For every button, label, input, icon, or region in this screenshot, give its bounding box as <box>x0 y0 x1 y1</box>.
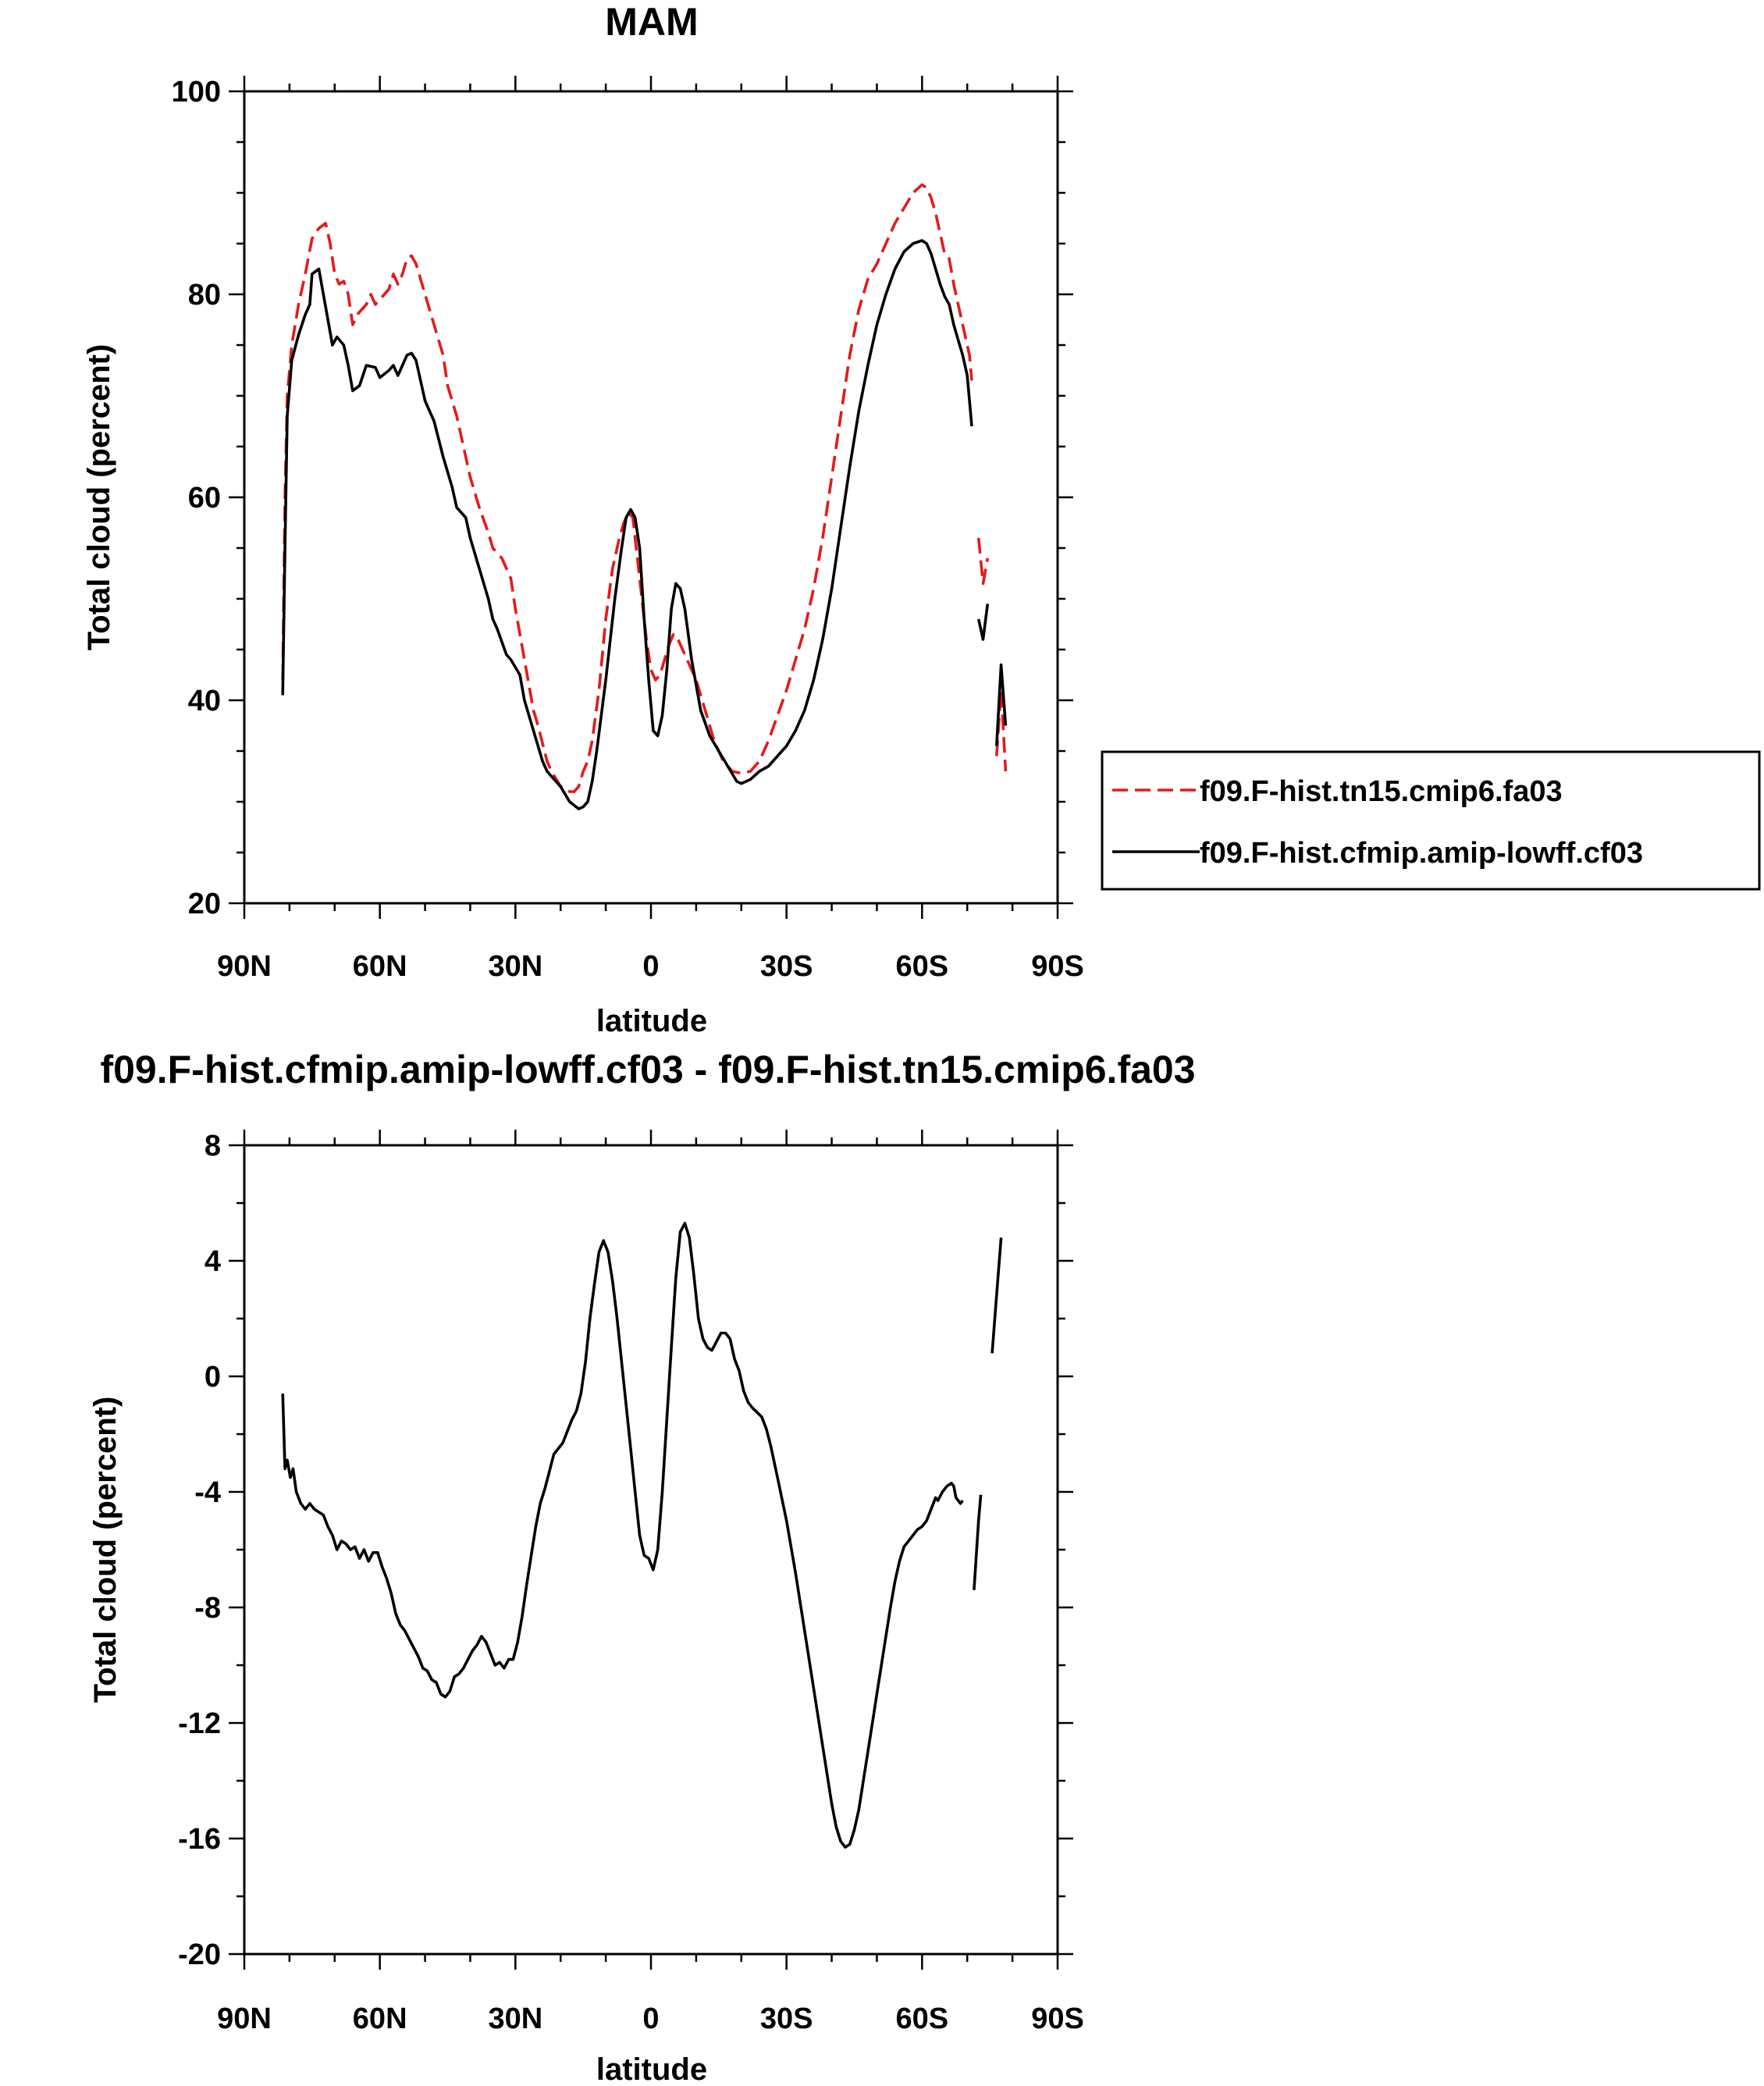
bottom-chart-title: f09.F-hist.cfmip.amip-lowff.cf03 - f09.F… <box>100 1048 1195 1091</box>
top-series-1-segment-2 <box>995 663 1008 746</box>
bottom-y-axis-label: Total cloud (percent) <box>88 1397 123 1703</box>
bottom-y-tick-label: 0 <box>204 1361 221 1394</box>
top-y-tick-label: 40 <box>188 685 221 717</box>
top-chart: MAM 90N 60N 30N 0 30S 60S 90S 20 40 60 80 100 latit… <box>82 0 1761 1038</box>
legend-label-test: f09.F-hist.cfmip.amip-lowff.cf03 <box>1200 837 1643 870</box>
bottom-series-0-segment-0 <box>281 1222 964 1849</box>
bottom-x-tick-label: 60S <box>896 2002 949 2035</box>
bottom-y-tick-label: 8 <box>204 1130 221 1162</box>
legend: f09.F-hist.tn15.cmip6.fa03 f09.F-hist.cf… <box>1101 750 1761 891</box>
bottom-series-0-segment-1 <box>973 1494 983 1590</box>
bottom-x-tick-label: 30N <box>488 2002 542 2035</box>
bottom-x-tick-label: 60N <box>353 2002 407 2035</box>
top-chart-title: MAM <box>605 0 698 44</box>
legend-label-control: f09.F-hist.tn15.cmip6.fa03 <box>1200 775 1563 808</box>
top-plot-frame <box>243 90 1059 905</box>
bottom-series-group <box>281 1222 1003 1849</box>
bottom-x-axis-label: latitude <box>596 2052 707 2086</box>
bottom-x-tick-label: 0 <box>642 2002 659 2035</box>
top-x-tick-label: 60S <box>896 950 949 983</box>
top-x-tick-label: 90N <box>217 950 272 983</box>
top-series-0-segment-2 <box>995 689 1008 772</box>
top-x-axis-label: latitude <box>596 1004 707 1038</box>
bottom-x-tick-label: 30S <box>760 2002 813 2035</box>
bottom-chart: f09.F-hist.cfmip.amip-lowff.cf03 - f09.F… <box>88 1048 1196 2086</box>
top-series-group <box>281 183 1008 810</box>
top-x-tick-label: 90S <box>1031 950 1084 983</box>
top-axes: 90N 60N 30N 0 30S 60S 90S 20 40 60 80 100 <box>172 76 1084 983</box>
bottom-y-tick-label: -20 <box>178 1938 221 1971</box>
bottom-axes: 90N 60N 30N 0 30S 60S 90S -20 -16 -12 -8 -4 0 4 8 <box>178 1130 1084 2035</box>
bottom-y-tick-label: 4 <box>204 1245 221 1278</box>
top-y-axis-label: Total cloud (percent) <box>82 344 116 651</box>
top-y-tick-label: 20 <box>188 888 221 920</box>
top-x-tick-label: 30N <box>488 950 542 983</box>
top-y-tick-label: 60 <box>188 482 221 514</box>
bottom-y-tick-label: -16 <box>178 1823 221 1856</box>
bottom-y-tick-label: -4 <box>194 1476 221 1509</box>
bottom-y-tick-label: -8 <box>194 1592 221 1625</box>
top-x-tick-label: 0 <box>642 950 659 983</box>
top-series-1-segment-1 <box>976 603 990 641</box>
top-series-0-segment-0 <box>281 183 973 793</box>
top-series-1-segment-0 <box>281 239 973 810</box>
legend-box <box>1101 750 1761 891</box>
top-x-tick-label: 30S <box>760 950 813 983</box>
bottom-x-tick-label: 90N <box>217 2002 272 2035</box>
bottom-series-0-segment-2 <box>990 1237 1003 1354</box>
bottom-x-tick-label: 90S <box>1031 2002 1084 2035</box>
top-series-0-segment-1 <box>976 537 990 586</box>
bottom-y-tick-label: -12 <box>178 1707 221 1740</box>
top-x-tick-label: 60N <box>353 950 407 983</box>
top-y-tick-label: 80 <box>188 279 221 311</box>
bottom-plot-frame <box>243 1144 1059 1956</box>
top-y-tick-label: 100 <box>172 76 221 109</box>
